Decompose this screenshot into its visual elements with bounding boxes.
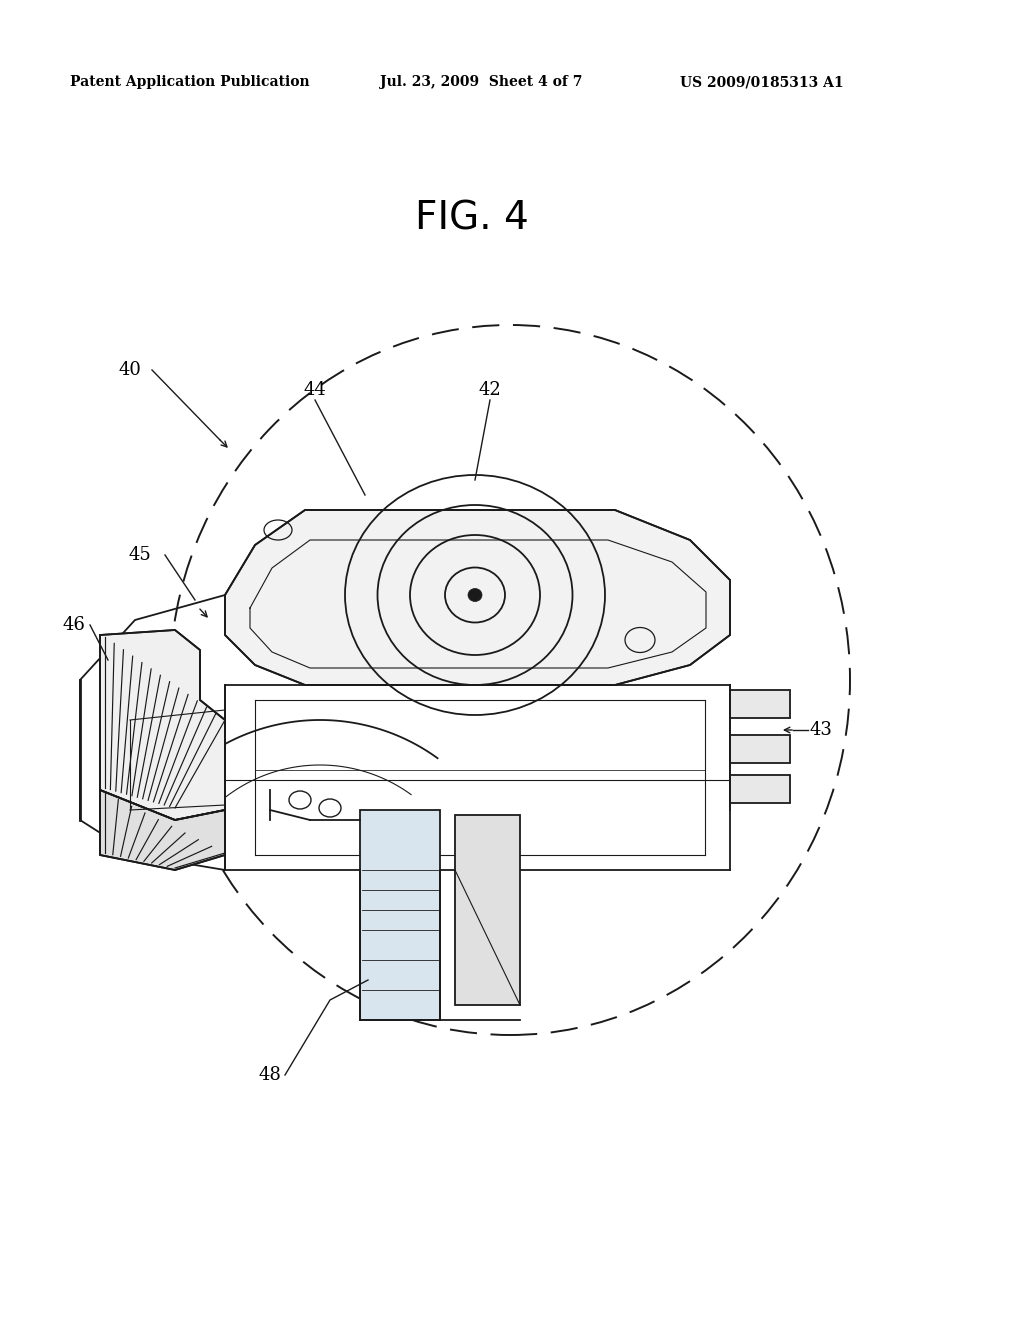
Polygon shape	[100, 789, 225, 870]
Polygon shape	[100, 630, 225, 820]
Text: 42: 42	[478, 381, 502, 399]
Text: 43: 43	[810, 721, 833, 739]
Text: FIG. 4: FIG. 4	[415, 201, 528, 238]
Text: US 2009/0185313 A1: US 2009/0185313 A1	[680, 75, 844, 88]
Text: 48: 48	[259, 1067, 282, 1084]
Bar	[360, 810, 440, 1020]
Ellipse shape	[289, 791, 311, 809]
Polygon shape	[225, 510, 730, 685]
Text: 40: 40	[119, 360, 141, 379]
Bar	[730, 775, 790, 803]
Ellipse shape	[468, 589, 482, 602]
Ellipse shape	[319, 799, 341, 817]
Text: 45: 45	[129, 546, 152, 564]
Text: 46: 46	[62, 616, 85, 634]
Text: Jul. 23, 2009  Sheet 4 of 7: Jul. 23, 2009 Sheet 4 of 7	[380, 75, 583, 88]
Bar	[455, 814, 520, 1005]
Text: 44: 44	[304, 381, 327, 399]
Bar	[730, 690, 790, 718]
Text: Patent Application Publication: Patent Application Publication	[70, 75, 309, 88]
Bar	[730, 735, 790, 763]
